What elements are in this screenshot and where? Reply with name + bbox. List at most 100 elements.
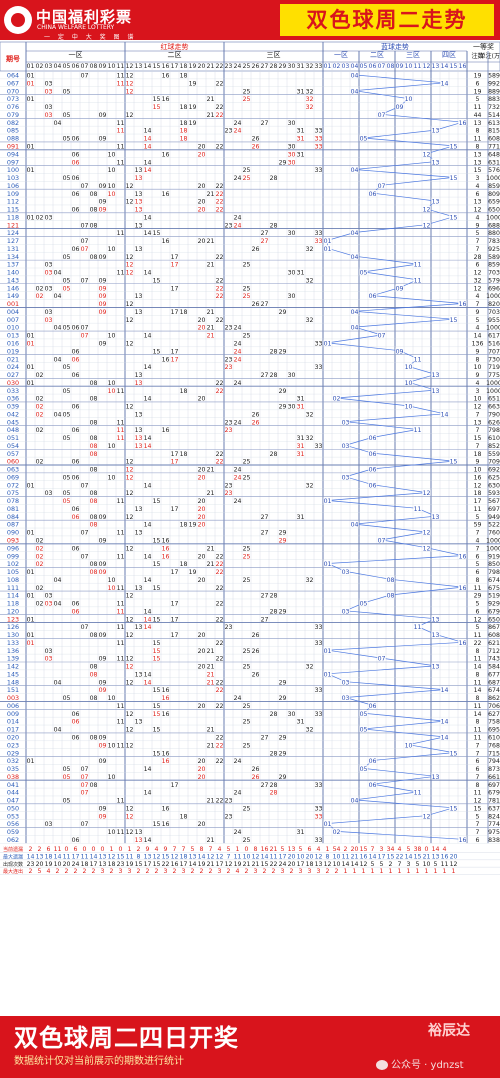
red-ball-number: 17: [171, 632, 179, 639]
stat-value: 12: [360, 861, 368, 868]
blue-ball-background: [341, 678, 350, 685]
red-ball-number: 06: [72, 459, 80, 466]
prize-amount: 626: [488, 419, 500, 426]
blue-ball-number: 01: [324, 238, 332, 245]
stat-value: 0: [101, 846, 105, 853]
winners-count: 18: [474, 490, 482, 497]
issue-number: 145: [7, 670, 19, 678]
red-ball-number: 10: [108, 829, 116, 836]
prize-amount: 593: [488, 490, 500, 497]
red-ball-number: 08: [90, 671, 98, 678]
red-number-header: 21: [207, 63, 215, 70]
blue-ball-number: 06: [369, 758, 377, 765]
winners-count: 15: [474, 167, 482, 174]
issue-number: 126: [7, 623, 19, 631]
red-number-header: 17: [171, 63, 179, 70]
winners-count: 136: [472, 341, 484, 348]
stat-value: 1: [110, 846, 114, 853]
stat-value: 14: [189, 861, 197, 868]
blue-ball-background: [323, 339, 332, 346]
blue-number-header: 10: [405, 63, 413, 70]
red-ball-number: 30: [288, 293, 296, 300]
red-ball-number: 12: [126, 813, 134, 820]
issue-number: 069: [7, 473, 19, 481]
red-ball-number: 23: [225, 798, 233, 805]
red-ball-number: 10: [108, 695, 116, 702]
red-ball-number: 21: [207, 545, 215, 552]
red-ball-number: 22: [216, 459, 224, 466]
stat-value: 20: [288, 854, 296, 861]
blue-ball-number: 14: [441, 719, 449, 726]
red-ball-number: 10: [108, 742, 116, 749]
issue-number: 105: [7, 568, 19, 576]
red-ball-number: 05: [63, 498, 71, 505]
red-ball-number: 07: [81, 277, 89, 284]
red-number-header: 03: [45, 63, 53, 70]
issue-number: 044: [7, 789, 19, 797]
red-ball-number: 07: [81, 553, 89, 560]
blue-ball-background: [377, 111, 386, 118]
issue-number: 076: [7, 103, 19, 111]
red-ball-number: 28: [270, 175, 278, 182]
stat-value: 2: [29, 868, 33, 875]
stat-value: 15: [387, 854, 395, 861]
prize-amount: 919: [488, 553, 500, 560]
red-ball-number: 17: [171, 782, 179, 789]
prize-amount: 798: [488, 569, 500, 576]
stat-value: 7: [398, 861, 402, 868]
red-ball-number: 06: [72, 136, 80, 143]
issue-number: 133: [7, 639, 19, 647]
red-ball-number: 32: [306, 411, 314, 418]
prize-amount: 775: [488, 372, 500, 379]
red-ball-number: 05: [63, 695, 71, 702]
blue-number-header: 13: [432, 63, 440, 70]
blue-ball-background: [431, 371, 440, 378]
prize-amount: 719: [488, 364, 500, 371]
red-ball-number: 14: [144, 624, 152, 631]
winners-count: 13: [474, 419, 482, 426]
winners-count: 9: [476, 372, 480, 379]
blue-number-header: 14: [441, 63, 449, 70]
blue-ball-number: 07: [378, 656, 386, 663]
blue-ball-background: [368, 481, 377, 488]
stat-value: 1: [353, 868, 357, 875]
red-ball-number: 16: [162, 151, 170, 158]
red-ball-number: 22: [216, 679, 224, 686]
red-ball-number: 01: [27, 616, 35, 623]
blue-ball-number: 10: [405, 364, 413, 371]
red-ball-number: 04: [54, 411, 62, 418]
blue-ball-background: [377, 536, 386, 543]
blue-ball-background: [341, 418, 350, 425]
stat-value: 16: [441, 854, 449, 861]
issue-number: 038: [7, 773, 19, 781]
blue-ball-number: 13: [432, 159, 440, 166]
blue-ball-number: 07: [378, 538, 386, 545]
red-ball-number: 18: [180, 813, 188, 820]
winners-count: 11: [474, 656, 482, 663]
stat-value: 10: [243, 854, 251, 861]
red-ball-number: 11: [117, 388, 125, 395]
blue-ball-background: [323, 647, 332, 654]
red-ball-number: 10: [108, 151, 116, 158]
red-ball-number: 31: [297, 435, 305, 442]
stat-value: 7: [182, 846, 186, 853]
prize-amount: 610: [488, 735, 500, 742]
stat-value: 11: [441, 861, 449, 868]
red-ball-number: 11: [117, 128, 125, 135]
red-ball-number: 29: [279, 774, 287, 781]
red-ball-number: 33: [315, 711, 323, 718]
stat-value: 20: [450, 854, 458, 861]
red-ball-number: 12: [126, 656, 134, 663]
red-ball-number: 06: [72, 246, 80, 253]
red-ball-number: 21: [207, 309, 215, 316]
stat-value: 54: [333, 846, 341, 853]
winners-count: 10: [474, 364, 482, 371]
issue-number: 137: [7, 261, 19, 269]
issue-number: 050: [7, 804, 19, 812]
red-ball-number: 32: [306, 96, 314, 103]
red-ball-number: 26: [252, 246, 260, 253]
blue-ball-number: 04: [351, 230, 359, 237]
winners-count: 3: [476, 388, 480, 395]
prize-amount: 679: [488, 608, 500, 615]
red-ball-number: 15: [153, 498, 161, 505]
